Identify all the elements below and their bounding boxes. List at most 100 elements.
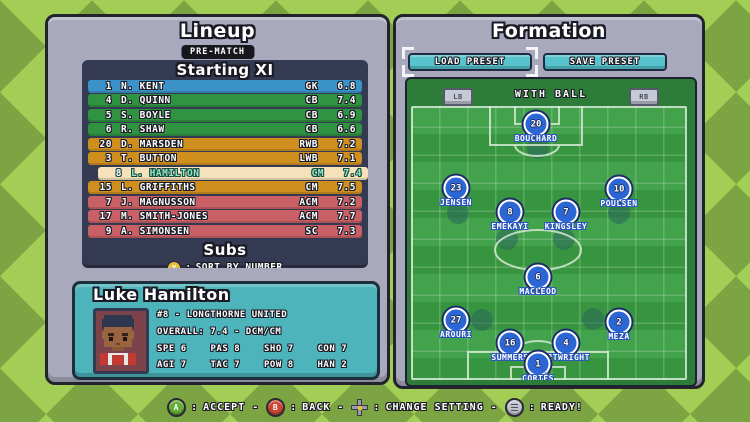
formation-player-name: EMEKAYI (491, 222, 529, 231)
formation-panel: Formation LOAD PRESET SAVE PRESET LB WIT… (393, 14, 705, 389)
formation-player-token[interactable]: 27 (443, 307, 469, 333)
player-position: CB (305, 109, 318, 121)
lineup-row[interactable]: 15 L. GRIFFITHS CM 7.5 (88, 181, 362, 194)
player-rating: 6.6 (337, 124, 356, 135)
hint-separator: - (252, 402, 260, 413)
formation-player-name: AROURI (440, 330, 472, 339)
rb-shoulder-key[interactable]: RB (629, 88, 659, 106)
formation-player-token[interactable]: 10 (606, 176, 632, 202)
ghost-position (471, 309, 493, 331)
stat-cell: POW 8 (264, 360, 294, 370)
player-name: L. GRIFFITHS (121, 182, 196, 193)
player-number: 3 (105, 153, 112, 164)
lineup-row[interactable]: 5 S. BOYLE CB 6.9 (88, 108, 362, 122)
player-name: L. HAMILTON (131, 167, 200, 179)
player-name: D. MARSDEN (121, 138, 184, 150)
a-button-icon: A (167, 398, 187, 417)
formation-player-token[interactable]: 6 (525, 264, 551, 290)
player-number: 4 (105, 95, 112, 106)
lineup-row[interactable]: 3 T. BUTTON LWB 7.1 (88, 152, 362, 165)
player-rating: 7.5 (337, 182, 356, 193)
lineup-row[interactable]: 17 M. SMITH-JONES ACM 7.7 (88, 210, 362, 223)
player-number: 17 (99, 211, 112, 222)
player-portrait (93, 308, 149, 374)
lineup-row[interactable]: 7 J. MAGNUSSON ACM 7.2 (88, 195, 362, 209)
stat-cell: AGI 7 (157, 360, 187, 370)
lineup-title: Lineup (179, 20, 256, 42)
card-club-line: #8 - LONGTHORNE UNITED (157, 310, 288, 320)
card-player-name: Luke Hamilton (93, 285, 230, 304)
player-rating: 7.4 (343, 167, 362, 179)
stat-cell: HAN 2 (317, 360, 348, 370)
player-number: 5 (105, 109, 112, 121)
lineup-row-selected[interactable]: 8 L. HAMILTON CM 7.4 (98, 166, 368, 180)
load-preset-button[interactable]: LOAD PRESET (408, 53, 532, 71)
player-rating: 7.2 (337, 138, 356, 150)
formation-player-token[interactable]: 7 (553, 199, 579, 225)
dpad-icon (351, 399, 369, 416)
lineup-row[interactable]: 1 N. KENT GK 6.8 (88, 79, 362, 93)
save-preset-button[interactable]: SAVE PRESET (543, 53, 667, 71)
player-stats-grid: SPE 6 PAS 8 SHO 7 CON 7 AGI 7 TAC 7 POW 8 HAN 2 (157, 344, 371, 370)
formation-player-token[interactable]: 16 (497, 330, 523, 356)
stat-cell: CON 7 (317, 344, 348, 354)
formation-player-token[interactable]: 1 (525, 351, 551, 377)
player-rating: 7.7 (337, 211, 356, 222)
player-rating: 7.3 (337, 225, 356, 237)
hint-label: BACK (302, 402, 331, 413)
player-name: R. SHAW (121, 124, 165, 135)
sort-hint: Y: SORT BY NUMBER (82, 260, 368, 268)
ghost-position (553, 228, 575, 250)
formation-player-token[interactable]: 8 (497, 199, 523, 225)
formation-player-name: KINGSLEY (544, 222, 588, 231)
player-number: 8 (115, 167, 122, 179)
formation-player-name: CORTÉS (522, 374, 554, 380)
portrait-pixel-art (96, 311, 140, 365)
starting-xi-header: Starting XI (176, 61, 274, 79)
hint-colon: : (185, 262, 192, 268)
lb-shoulder-key[interactable]: LB (443, 88, 473, 106)
lineup-row[interactable]: 4 D. QUINN CB 7.4 (88, 94, 362, 107)
hint-ready: : READY! (504, 398, 583, 417)
formation-player-token[interactable]: 4 (553, 330, 579, 356)
player-position: CB (305, 124, 318, 135)
stat-cell: PAS 8 (210, 344, 241, 354)
starting-xi-list: Starting XI 1 N. KENT GK 6.8 4 D. QUINN … (82, 60, 368, 268)
player-name: T. BUTTON (121, 153, 177, 164)
ghost-position (608, 202, 630, 224)
hint-separator: - (490, 402, 498, 413)
ghost-position (582, 308, 604, 330)
player-position: LWB (299, 153, 318, 164)
player-name: N. KENT (121, 80, 165, 92)
player-detail-card: Luke Hamilton #8 - LONGTHORNE UNITED OVE… (72, 281, 380, 380)
stat-cell: SHO 7 (264, 344, 294, 354)
player-position: CM (305, 182, 318, 193)
player-number: 20 (99, 138, 112, 150)
lineup-row[interactable]: 20 D. MARSDEN RWB 7.2 (88, 137, 362, 151)
player-position: RWB (299, 138, 318, 150)
sort-hint-label: SORT BY NUMBER (195, 262, 283, 268)
player-rating: 6.9 (337, 109, 356, 121)
player-number: 7 (105, 196, 112, 208)
player-name: S. BOYLE (121, 109, 171, 121)
hint-separator: - (337, 402, 345, 413)
player-name: D. QUINN (121, 95, 171, 106)
hint-label: CHANGE SETTING (385, 402, 484, 413)
player-number: 9 (105, 225, 112, 237)
formation-player-token[interactable]: 20 (523, 111, 549, 137)
player-name: M. SMITH-JONES (121, 211, 209, 222)
formation-player-name: MACLEOD (519, 287, 557, 296)
pitch-markings (411, 106, 687, 380)
formation-title: Formation (492, 20, 606, 42)
player-position: CB (305, 95, 318, 106)
formation-player-token[interactable]: 2 (606, 309, 632, 335)
player-rating: 6.8 (337, 80, 356, 92)
formation-player-name: POULSEN (600, 199, 638, 208)
menu-button-icon (504, 398, 524, 417)
lineup-row[interactable]: 6 R. SHAW CB 6.6 (88, 123, 362, 136)
lineup-row[interactable]: 9 A. SIMONSEN SC 7.3 (88, 224, 362, 238)
player-rating: 7.1 (337, 153, 356, 164)
formation-player-token[interactable]: 23 (443, 175, 469, 201)
player-name: J. MAGNUSSON (121, 196, 196, 208)
